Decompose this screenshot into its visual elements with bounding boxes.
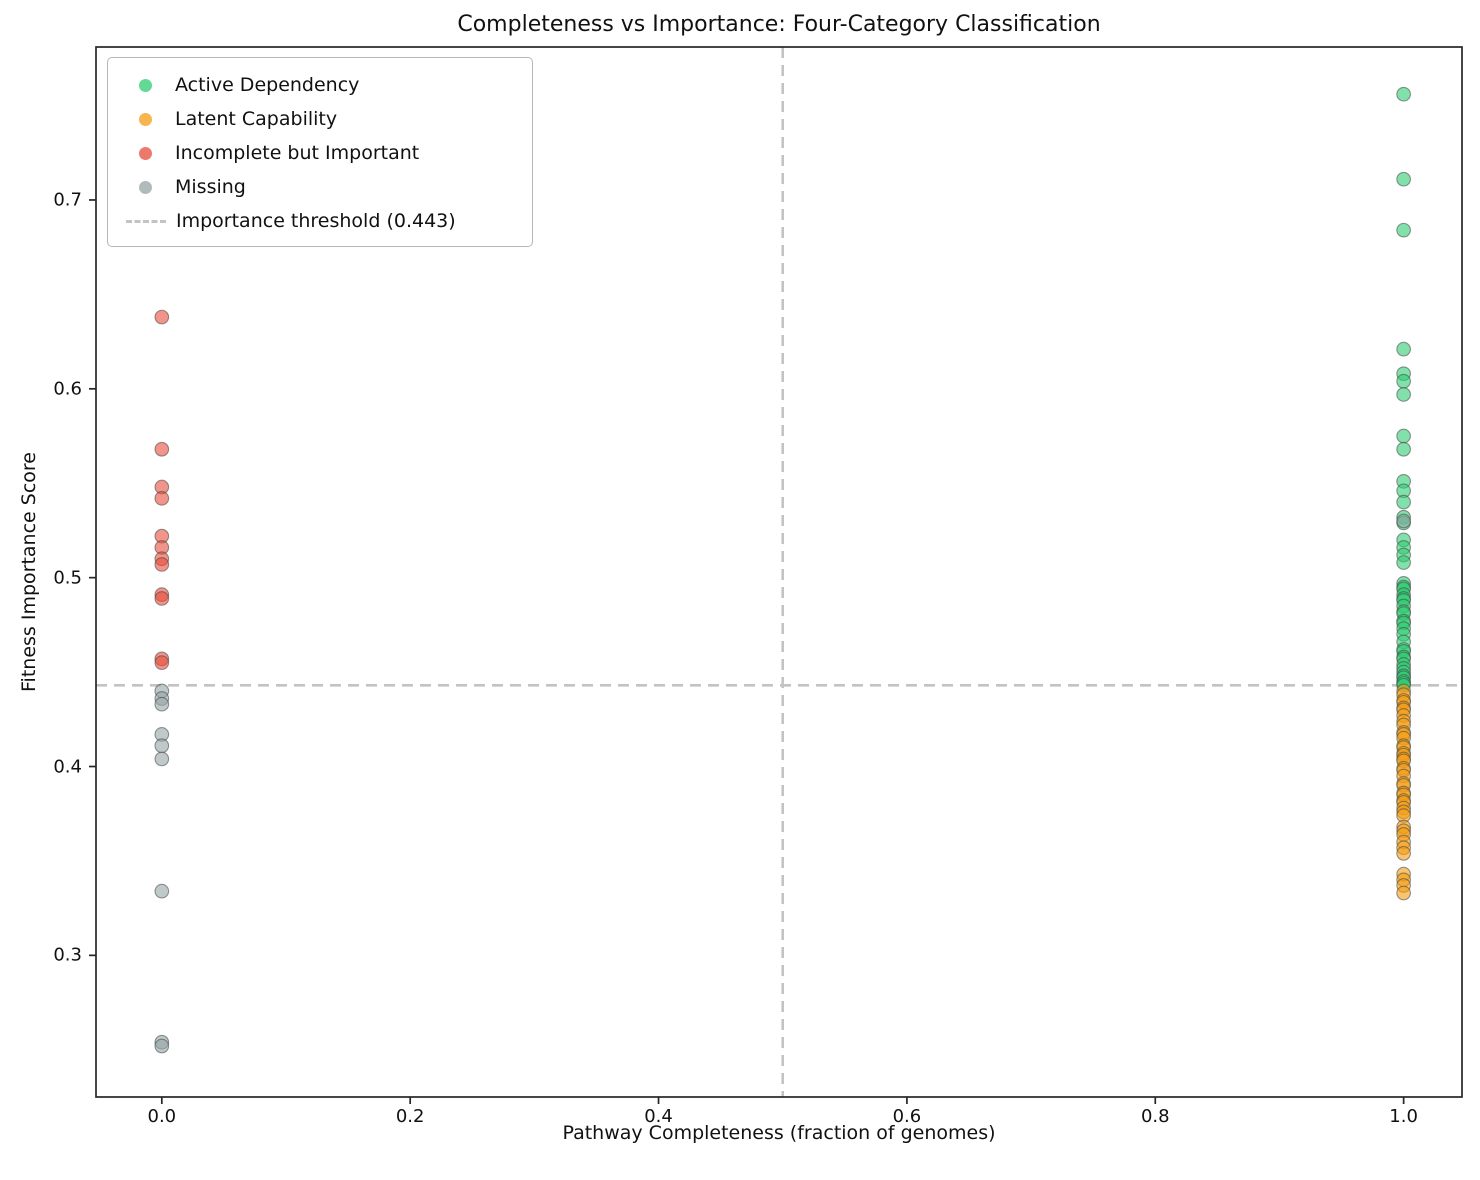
legend-label: Importance threshold (0.443) <box>176 210 456 232</box>
x-tick-label: 0.8 <box>1140 1106 1170 1127</box>
x-tick-label: 0.6 <box>892 1106 922 1127</box>
data-point-missing <box>154 738 170 754</box>
orange-circle-icon <box>139 112 152 126</box>
legend-item-active-dependency: Active Dependency <box>108 68 532 102</box>
plot-border <box>95 46 1463 1098</box>
data-point-missing <box>154 696 170 712</box>
x-tick-label: 0.4 <box>644 1106 673 1127</box>
green-circle-icon <box>139 78 152 92</box>
data-point-missing <box>1396 513 1411 529</box>
x-axis-label: Pathway Completeness (fraction of genome… <box>562 1122 996 1144</box>
y-tick-label: 0.7 <box>53 189 82 211</box>
y-tick-label: 0.5 <box>53 567 82 589</box>
y-tick-label: 0.3 <box>53 944 82 966</box>
data-point-active-dependency <box>1396 341 1411 357</box>
data-point-incomplete-but-important <box>154 591 170 606</box>
data-point-missing <box>154 751 170 767</box>
legend-item-missing: Missing <box>108 170 532 204</box>
legend-label: Active Dependency <box>175 74 360 96</box>
legend-item-incomplete-but-important: Incomplete but Important <box>108 136 532 170</box>
y-tick-label: 0.4 <box>53 756 82 777</box>
data-point-incomplete-but-important <box>154 655 170 670</box>
legend-item-latent-capability: Latent Capability <box>108 102 532 136</box>
data-point-missing <box>154 1038 170 1054</box>
legend-label: Latent Capability <box>175 108 338 130</box>
y-tick-label: 0.6 <box>53 378 82 400</box>
legend: Active Dependency Latent Capability Inco… <box>107 57 533 247</box>
data-point-active-dependency <box>1396 86 1411 102</box>
x-tick-label: 0.2 <box>395 1106 425 1127</box>
data-point-incomplete-but-important <box>154 490 170 506</box>
x-tick-label: 0.0 <box>147 1106 177 1127</box>
data-point-incomplete-but-important <box>154 557 170 572</box>
data-point-active-dependency <box>1396 494 1411 510</box>
dashed-line-icon <box>126 219 166 223</box>
data-point-active-dependency <box>1396 171 1411 187</box>
legend-label: Missing <box>175 176 246 198</box>
data-point-incomplete-but-important <box>154 309 170 325</box>
legend-item-importance-threshold: Importance threshold (0.443) <box>108 204 532 238</box>
data-point-active-dependency <box>1396 222 1411 238</box>
red-circle-icon <box>139 146 152 160</box>
x-tick-label: 1.0 <box>1389 1106 1418 1127</box>
data-point-latent-capability <box>1396 885 1411 901</box>
legend-label: Incomplete but Important <box>175 142 420 164</box>
data-point-incomplete-but-important <box>154 441 170 457</box>
data-point-active-dependency <box>1396 428 1411 444</box>
data-point-active-dependency <box>1396 373 1411 389</box>
data-point-active-dependency <box>1396 387 1411 402</box>
data-point-missing <box>154 883 170 899</box>
data-point-active-dependency <box>1396 555 1411 570</box>
chart-title: Completeness vs Importance: Four-Categor… <box>457 12 1101 37</box>
gray-circle-icon <box>139 180 152 194</box>
data-point-active-dependency <box>1396 441 1411 457</box>
data-point-latent-capability <box>1396 846 1411 861</box>
